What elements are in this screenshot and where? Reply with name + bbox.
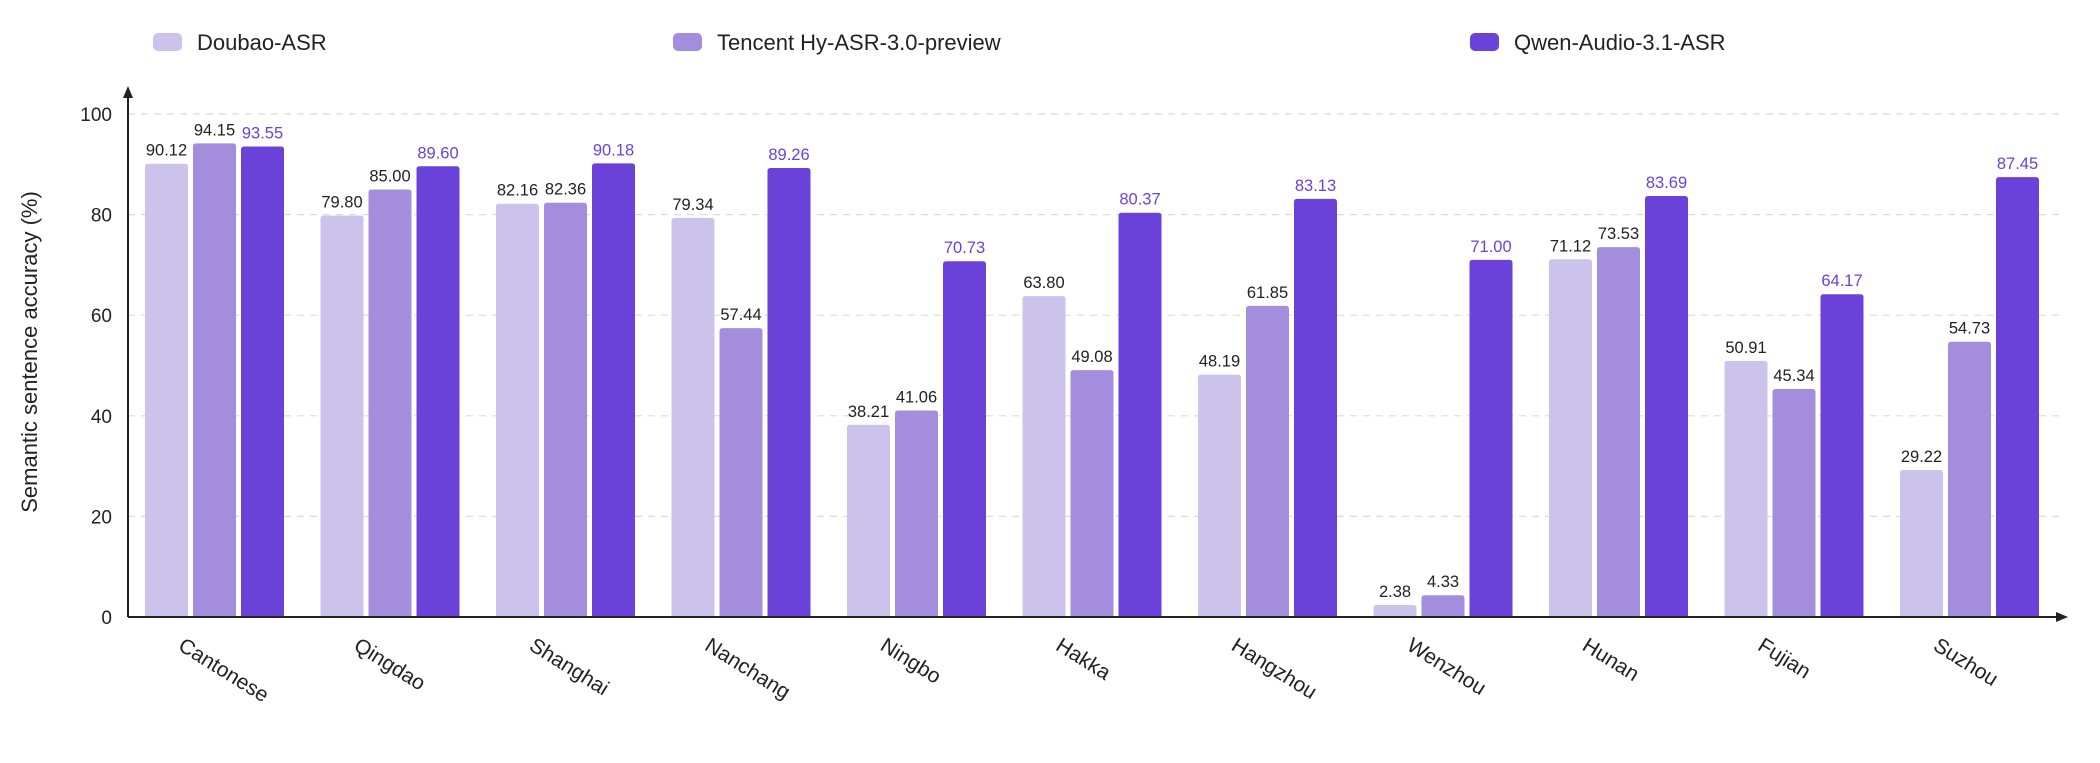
y-tick-labels: 0 20 40 60 80 100 (80, 105, 112, 629)
bar (496, 203, 539, 617)
data-label: 85.00 (369, 167, 410, 185)
x-tick-label: Cantonese (174, 634, 272, 707)
data-label: 90.12 (146, 142, 187, 160)
data-label: 71.00 (1470, 238, 1511, 256)
y-tick-label: 40 (91, 407, 112, 428)
legend-label: Qwen-Audio-3.1-ASR (1514, 30, 1726, 55)
data-label: 82.36 (545, 181, 586, 199)
bar (1118, 212, 1162, 618)
data-label: 41.06 (896, 388, 937, 406)
x-tick-label: Suzhou (1929, 634, 2002, 691)
y-axis-label: Semantic sentence accuracy (%) (17, 191, 42, 513)
bar (416, 166, 460, 617)
data-label: 48.19 (1199, 353, 1240, 371)
data-label: 80.37 (1119, 191, 1160, 209)
x-tick-label: Hunan (1578, 634, 1643, 686)
data-label: 49.08 (1071, 348, 1112, 366)
axes (123, 86, 2068, 622)
bar (1900, 470, 1943, 617)
data-label: 50.91 (1725, 339, 1766, 357)
bar (1996, 177, 2039, 617)
legend-swatch (673, 33, 702, 51)
bar (241, 146, 284, 618)
x-tick-label: Nanchang (701, 634, 794, 704)
x-axis-arrow (2056, 612, 2068, 622)
data-label: 79.34 (672, 196, 713, 214)
bar (320, 215, 364, 617)
data-label: 38.21 (848, 403, 889, 421)
bar (1022, 296, 1066, 617)
data-label: 61.85 (1247, 284, 1288, 302)
legend-swatch (1470, 33, 1499, 51)
data-label: 57.44 (720, 306, 761, 324)
bar (193, 143, 236, 617)
data-label: 71.12 (1550, 237, 1591, 255)
legend-swatch (153, 33, 182, 51)
bar (1373, 605, 1417, 617)
data-label: 83.13 (1295, 177, 1336, 195)
bar (1294, 198, 1337, 618)
data-label: 73.53 (1598, 225, 1639, 243)
bar (1421, 595, 1465, 617)
bar (1469, 259, 1513, 617)
bar (719, 328, 763, 617)
data-label: 29.22 (1901, 448, 1942, 466)
data-label: 87.45 (1997, 155, 2038, 173)
data-label: 63.80 (1023, 274, 1064, 292)
x-tick-label: Shanghai (525, 634, 612, 701)
data-label: 94.15 (194, 121, 235, 139)
data-label: 89.60 (417, 144, 458, 162)
bar (368, 189, 412, 617)
data-labels: 90.12 94.15 93.55 79.80 85.00 89.60 82.16 82.36… (146, 121, 2038, 601)
bar (767, 168, 811, 617)
y-tick-label: 80 (91, 206, 112, 227)
data-label: 83.69 (1646, 174, 1687, 192)
bar (592, 163, 635, 618)
x-tick-label: Qingdao (350, 634, 430, 696)
bar (1645, 196, 1688, 617)
x-tick-label: Fujian (1754, 634, 1815, 684)
data-label: 70.73 (944, 239, 985, 257)
bar (1772, 388, 1816, 617)
bar (1724, 360, 1768, 617)
bar (943, 261, 986, 617)
x-tick-label: Hakka (1052, 634, 1115, 685)
data-label: 93.55 (242, 124, 283, 142)
data-label: 2.38 (1379, 583, 1411, 601)
bar (1198, 374, 1241, 617)
x-tick-labels: Cantonese Qingdao Shanghai Nanchang Ningbo Ha… (174, 634, 2002, 707)
bar (1070, 370, 1114, 617)
x-tick-label: Wenzhou (1403, 634, 1490, 700)
y-tick-label: 100 (80, 105, 112, 126)
data-label: 79.80 (321, 194, 362, 212)
bar (1948, 341, 1991, 617)
data-label: 64.17 (1821, 272, 1862, 290)
y-tick-label: 20 (91, 507, 112, 528)
bar (145, 163, 188, 617)
x-tick-label: Ningbo (876, 634, 945, 689)
data-label: 89.26 (768, 146, 809, 164)
bar (895, 410, 938, 617)
bar (544, 202, 587, 618)
bars (145, 143, 2039, 618)
legend: Doubao-ASR Tencent Hy-ASR-3.0-preview Qwen… (153, 30, 1726, 55)
legend-label: Doubao-ASR (197, 30, 327, 55)
bar (1820, 294, 1864, 617)
y-axis-arrow (123, 86, 133, 98)
legend-label: Tencent Hy-ASR-3.0-preview (717, 30, 1001, 55)
y-tick-label: 0 (101, 608, 112, 629)
bar (1549, 259, 1592, 617)
x-tick-label: Hangzhou (1227, 634, 1320, 704)
bar (1597, 247, 1640, 617)
data-label: 45.34 (1773, 367, 1814, 385)
data-label: 82.16 (497, 182, 538, 200)
data-label: 90.18 (593, 141, 634, 159)
y-tick-label: 60 (91, 306, 112, 327)
bar (1246, 305, 1289, 617)
data-label: 4.33 (1427, 573, 1459, 591)
bar (847, 424, 890, 617)
bar (671, 217, 715, 617)
data-label: 54.73 (1949, 320, 1990, 338)
